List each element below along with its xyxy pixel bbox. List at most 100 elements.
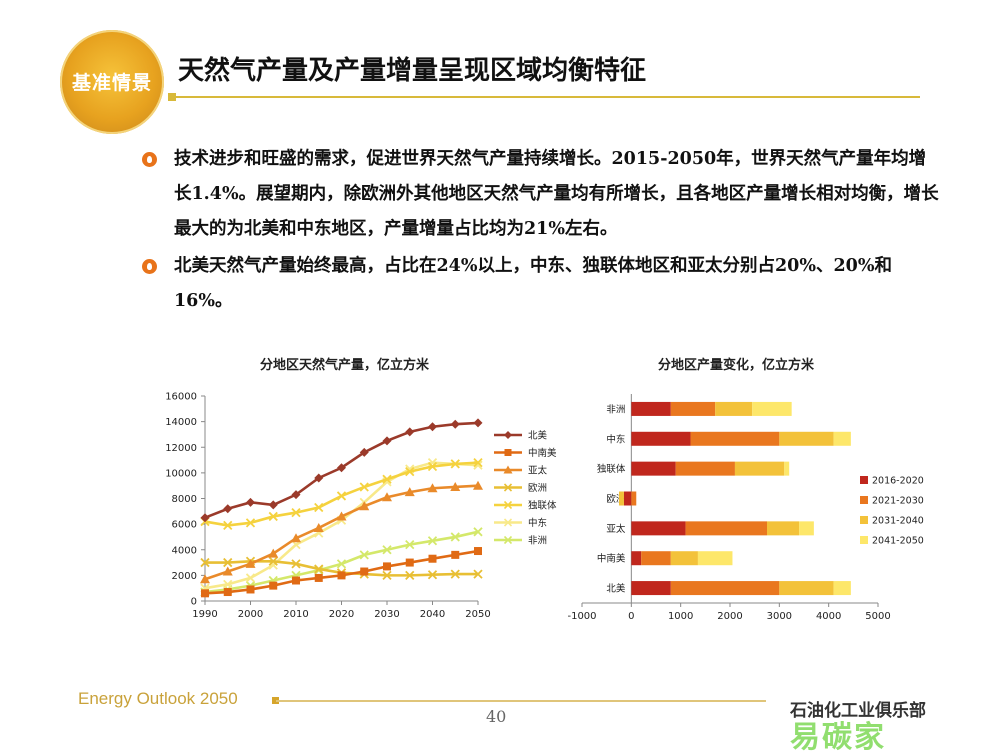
legend-label: 欧洲 <box>528 482 547 494</box>
x-tick-label: 4000 <box>816 611 841 622</box>
x-tick-label: -1000 <box>567 611 596 622</box>
data-point <box>245 573 256 583</box>
legend-marker <box>503 500 513 510</box>
category-label: 中东 <box>606 433 625 445</box>
legend-label: 非洲 <box>528 535 547 547</box>
data-point <box>313 522 324 532</box>
x-tick-label: 0 <box>628 611 634 622</box>
line-chart-title: 分地区天然气产量，亿立方米 <box>260 358 430 373</box>
data-point <box>382 570 392 581</box>
data-point <box>246 585 255 594</box>
legend-marker <box>504 431 512 439</box>
bar-segment-2016-2020 <box>631 461 676 476</box>
data-point <box>405 558 414 567</box>
y-tick-label: 8000 <box>172 494 197 505</box>
data-point <box>200 574 210 584</box>
footer-divider <box>276 700 766 702</box>
legend-label: 中东 <box>528 517 547 529</box>
data-point <box>382 436 392 446</box>
data-point <box>427 570 438 580</box>
legend-label: 独联体 <box>528 500 557 512</box>
category-label: 独联体 <box>597 463 626 475</box>
legend-marker <box>503 518 513 527</box>
legend-label: 2016-2020 <box>872 476 924 487</box>
data-point <box>450 419 460 429</box>
watermark-logo: 易碳家 <box>790 720 886 755</box>
y-tick-label: 12000 <box>165 443 197 454</box>
data-point <box>246 497 255 507</box>
data-point <box>450 481 461 491</box>
data-point <box>359 550 369 560</box>
bar-segment-2021-2030 <box>675 461 735 476</box>
legend-swatch <box>860 516 868 524</box>
flame-bullet-icon <box>142 259 157 274</box>
data-point <box>336 511 347 521</box>
data-point <box>473 569 483 579</box>
y-tick-label: 10000 <box>165 468 197 479</box>
data-point <box>428 554 437 563</box>
data-point <box>405 539 415 550</box>
data-point <box>337 463 346 473</box>
data-point <box>360 567 369 576</box>
x-tick-label: 3000 <box>767 611 792 622</box>
category-label: 非洲 <box>606 403 625 415</box>
data-point <box>314 573 323 582</box>
data-point <box>336 491 347 501</box>
legend-label: 亚太 <box>528 465 548 477</box>
flame-bullet-icon <box>142 152 157 167</box>
category-label: 中南美 <box>597 553 626 565</box>
data-point <box>200 513 210 523</box>
bullet-text-1: 技术进步和旺盛的需求，促进世界天然气产量持续增长。2015-2050年，世界天然… <box>174 149 939 239</box>
bar-segment-2021-2030 <box>685 521 767 536</box>
data-point <box>450 532 460 542</box>
bullet-item-2: 北美天然气产量始终最高，占比在24%以上，中东、独联体地区和亚太分别占20%、2… <box>140 249 940 319</box>
y-tick-label: 6000 <box>172 520 197 531</box>
data-point <box>223 504 233 514</box>
legend-swatch <box>860 496 868 504</box>
data-point <box>201 589 209 598</box>
data-point <box>450 569 460 579</box>
bullet-list: 技术进步和旺盛的需求，促进世界天然气产量持续增长。2015-2050年，世界天然… <box>140 142 940 319</box>
data-point <box>473 480 483 490</box>
bar-segment-2016-2020 <box>631 431 691 446</box>
bullet-text-2: 北美天然气产量始终最高，占比在24%以上，中东、独联体地区和亚太分别占20%、2… <box>174 256 892 311</box>
x-tick-label: 2000 <box>717 611 742 622</box>
bar-segment-2031-2040 <box>670 551 698 566</box>
data-point <box>427 461 438 472</box>
x-tick-label: 2050 <box>465 609 490 620</box>
data-point <box>245 558 256 568</box>
category-label: 北美 <box>606 583 626 595</box>
data-point <box>245 518 256 528</box>
bar-segment-2016-2020 <box>631 581 671 596</box>
legend-label: 2031-2040 <box>872 516 924 527</box>
bar-segment-2031-2040 <box>715 401 753 416</box>
data-point <box>291 490 301 500</box>
data-point <box>474 547 482 556</box>
data-point <box>405 570 415 581</box>
data-point <box>314 564 324 574</box>
data-point <box>451 550 460 559</box>
legend-label: 2021-2030 <box>872 496 924 507</box>
bar-segment-2031-2040 <box>779 431 834 446</box>
bar-segment-2041-2050 <box>752 401 792 416</box>
legend-label: 中南美 <box>528 447 557 459</box>
scenario-logo: 基准情景 <box>60 30 164 134</box>
data-point <box>382 545 392 555</box>
data-point <box>200 557 210 568</box>
x-tick-label: 2040 <box>420 609 445 620</box>
legend-swatch <box>860 476 868 484</box>
data-point <box>336 559 347 569</box>
data-point <box>359 447 369 457</box>
title-divider <box>168 96 920 98</box>
data-point <box>268 500 278 510</box>
legend-marker <box>503 465 513 474</box>
x-tick-label: 2000 <box>238 609 263 620</box>
data-point <box>383 562 391 571</box>
bar-segment-2031-2040 <box>767 521 800 536</box>
data-point <box>359 482 369 492</box>
category-label: 亚太 <box>606 523 626 535</box>
data-point <box>268 556 278 566</box>
bar-segment-2016-2020 <box>631 401 671 416</box>
x-tick-label: 1990 <box>192 609 217 620</box>
